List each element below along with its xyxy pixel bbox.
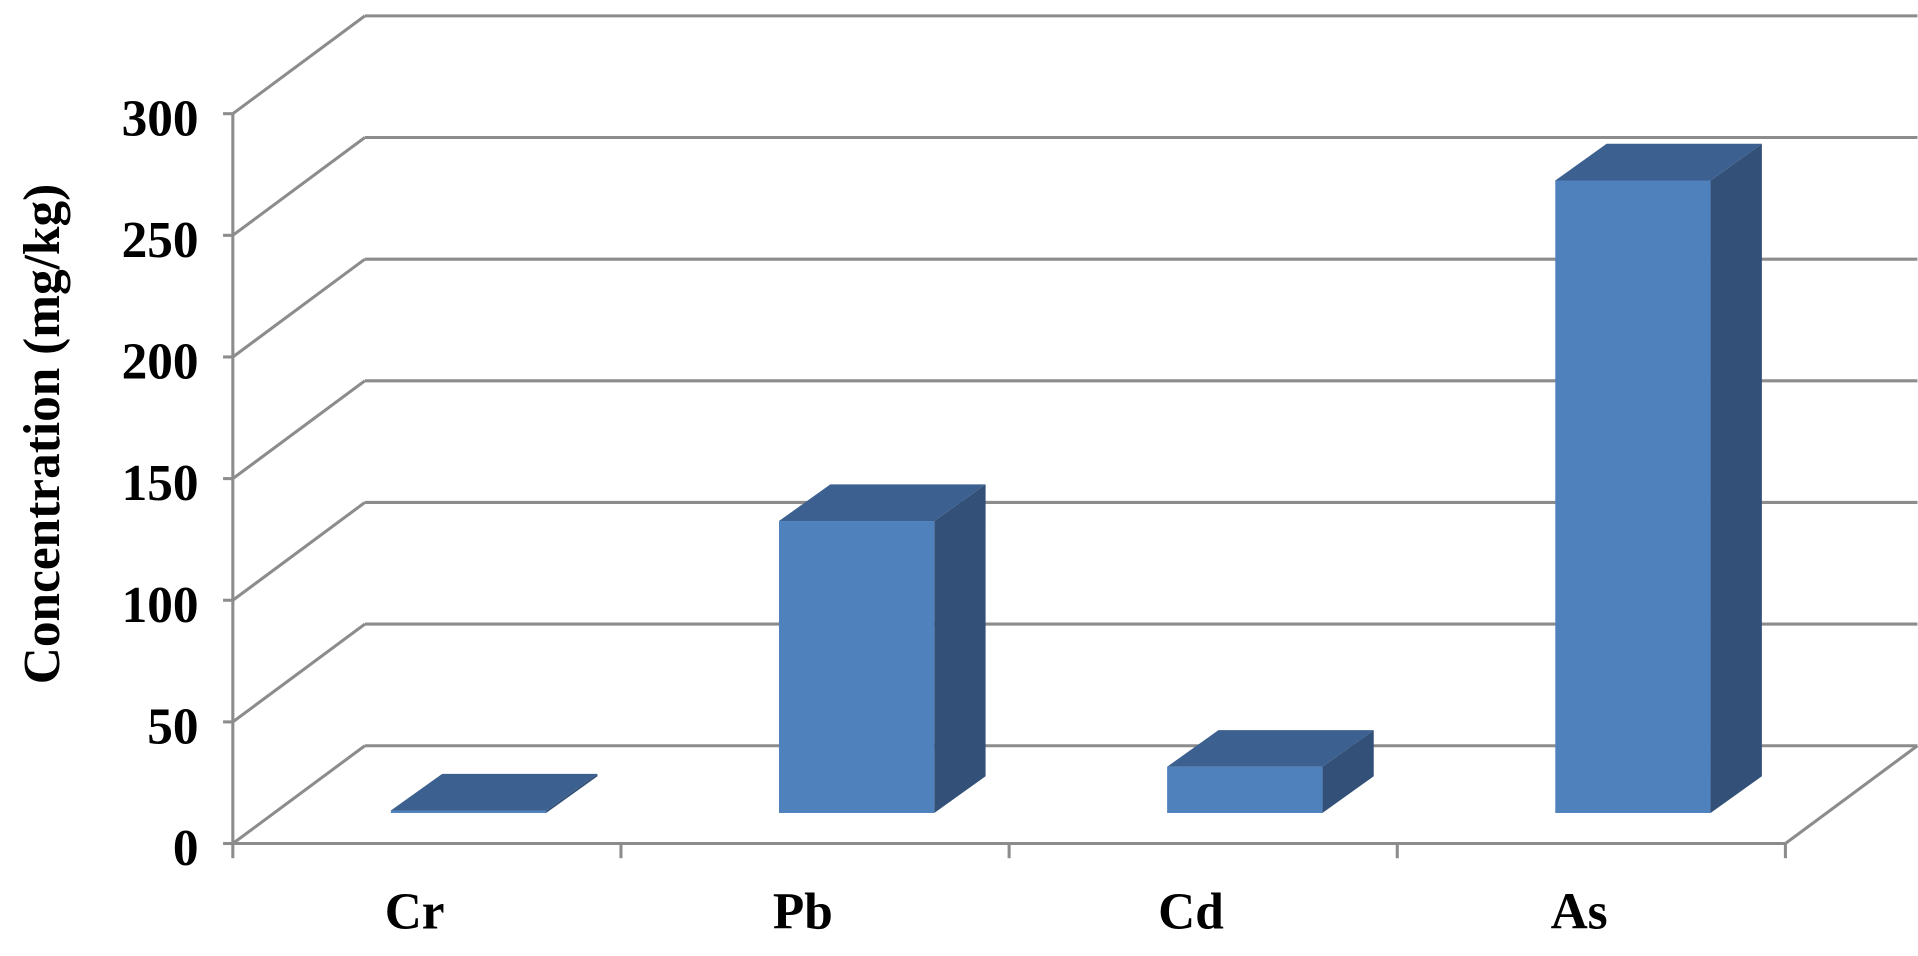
y-tick-label: 100 <box>122 577 199 634</box>
grid-line <box>231 257 366 359</box>
bar-front <box>1167 766 1323 813</box>
bar-side <box>546 773 598 813</box>
x-tick-label: Cr <box>385 884 445 941</box>
floor-edge <box>1784 744 1918 845</box>
bar-top <box>390 773 598 811</box>
y-tick-label: 0 <box>173 820 199 877</box>
grid-line <box>231 379 366 480</box>
x-tick-label: As <box>1551 884 1608 941</box>
y-axis-title: Concentration (mg/kg) <box>14 184 71 684</box>
grid-line <box>231 136 366 237</box>
bar-side <box>934 484 986 813</box>
grid-line <box>231 501 366 602</box>
grid-line <box>231 744 366 845</box>
bar-front <box>1555 180 1711 813</box>
grid-line <box>231 622 366 724</box>
x-tick-label: Cd <box>1158 884 1224 941</box>
y-tick-label: 50 <box>147 698 198 755</box>
y-tick-label: 200 <box>122 334 199 391</box>
y-tick-label: 250 <box>122 212 199 269</box>
x-tick-label: Pb <box>773 884 833 941</box>
bar-top <box>778 484 986 522</box>
y-tick-label: 150 <box>122 455 199 512</box>
bar-side <box>1710 143 1762 813</box>
bar-top <box>1167 730 1374 767</box>
bar-front <box>778 521 935 813</box>
grid-line <box>231 14 366 115</box>
bar-top <box>1555 143 1762 181</box>
bar-side <box>1322 730 1374 813</box>
bar-front <box>390 810 547 813</box>
y-tick-label: 300 <box>122 90 199 147</box>
